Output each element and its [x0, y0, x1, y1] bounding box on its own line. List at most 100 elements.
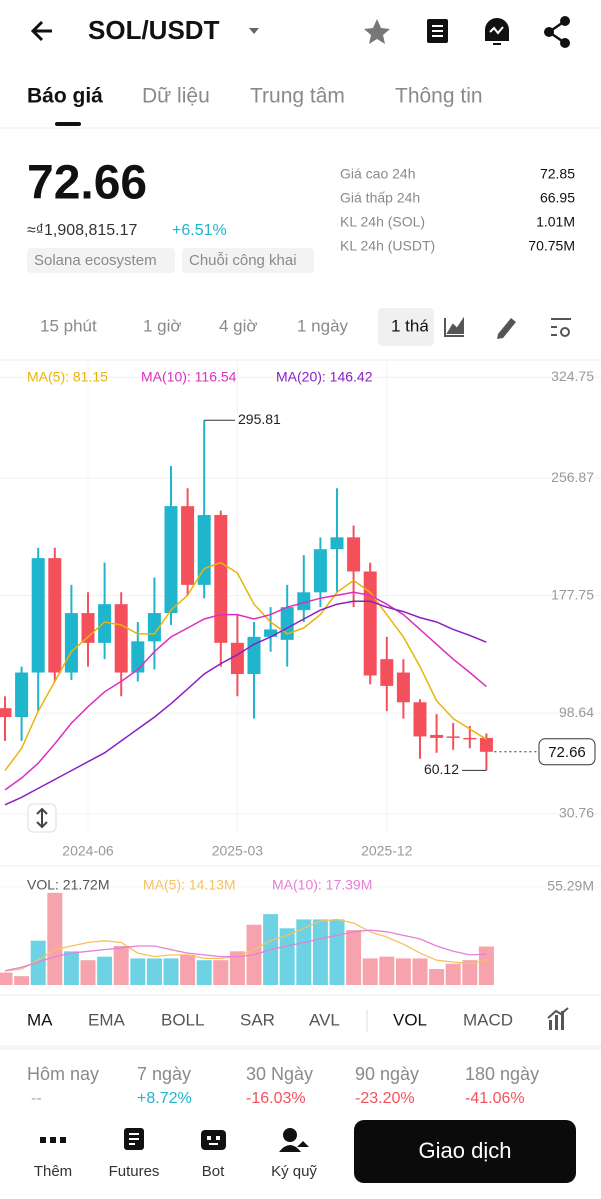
indicator[interactable]: BOLL: [161, 1010, 204, 1029]
tag[interactable]: Chuỗi công khai: [189, 252, 297, 269]
stat-label: Giá thấp 24h: [340, 190, 420, 206]
caret[interactable]: [249, 28, 259, 34]
nav-label[interactable]: Ký quỹ: [271, 1163, 317, 1180]
last-price: 72.66: [27, 157, 147, 210]
indicator[interactable]: EMA: [88, 1010, 126, 1029]
interval[interactable]: 1 ngày: [297, 316, 349, 335]
candle-body: [446, 736, 460, 738]
volume-bar: [346, 930, 362, 985]
candle-body: [347, 537, 361, 572]
tab[interactable]: Thông tin: [395, 85, 483, 108]
x-tick-label: 2025-12: [361, 843, 413, 859]
legend-entry: MA(5): 81.15: [27, 369, 108, 385]
indicator[interactable]: VOL: [393, 1010, 427, 1029]
interval-active[interactable]: 1 tháng: [391, 316, 448, 335]
volume-bar: [47, 892, 63, 985]
volume-bar: [130, 958, 146, 985]
interval-active-bg[interactable]: [378, 308, 434, 346]
volume-bar: [180, 954, 196, 985]
tag-box[interactable]: [182, 248, 314, 273]
indicator[interactable]: MACD: [463, 1010, 513, 1029]
volume-bar: [80, 960, 96, 985]
share-icon[interactable]: [544, 16, 570, 48]
stat-value: 1.01M: [536, 214, 575, 230]
tag[interactable]: Solana ecosystem: [34, 252, 157, 269]
interval[interactable]: 15 phút: [40, 316, 97, 335]
chart-type-icon[interactable]: [444, 316, 464, 337]
tab[interactable]: Trung tâm: [250, 85, 345, 108]
volume-bar: [97, 956, 113, 985]
perf-label: 30 Ngày: [246, 1064, 313, 1084]
stat-label: KL 24h (USDT): [340, 238, 435, 254]
volume-bar: [63, 951, 79, 985]
price-tag-box: [538, 738, 596, 766]
pair-title[interactable]: SOL/USDT: [88, 15, 220, 45]
tag-box[interactable]: [27, 248, 175, 273]
indicator[interactable]: SAR: [240, 1010, 275, 1029]
ma-line: [4, 591, 487, 791]
indicator[interactable]: MA: [27, 1010, 53, 1029]
candle-body: [31, 558, 45, 673]
volume-bar: [113, 946, 129, 985]
ma-line: [4, 600, 487, 806]
candle-body: [181, 506, 195, 585]
volume-bar: [296, 919, 312, 985]
more-icon[interactable]: [40, 1137, 66, 1143]
candle-body: [479, 737, 493, 752]
trade-button[interactable]: [354, 1120, 576, 1183]
futures-icon[interactable]: [124, 1128, 144, 1150]
candle-body: [15, 672, 29, 718]
candle-body: [330, 537, 344, 550]
y-tick-label: 177.75: [551, 586, 594, 602]
candle-body: [64, 613, 78, 673]
interval[interactable]: 1 giờ: [143, 316, 182, 335]
price-tag: 72.66: [548, 744, 586, 761]
tab-active[interactable]: Báo giá: [27, 85, 103, 108]
nav-label[interactable]: Thêm: [34, 1163, 72, 1180]
candle-body: [214, 515, 228, 643]
candle-body: [297, 592, 311, 611]
candle-body: [380, 659, 394, 686]
candle-body: [98, 604, 112, 643]
perf-label: 90 ngày: [355, 1064, 419, 1084]
settings-icon[interactable]: [551, 318, 571, 337]
candle-body: [413, 702, 427, 737]
draw-icon[interactable]: [497, 318, 516, 339]
volume-bar: [279, 928, 295, 985]
perf-label: 7 ngày: [137, 1064, 191, 1084]
perf-value: -23.20%: [355, 1090, 415, 1107]
expand-icon: [36, 807, 48, 829]
volume-bar: [412, 958, 428, 985]
perf-label: Hôm nay: [27, 1064, 99, 1084]
trade-button-label[interactable]: Giao dịch: [419, 1138, 512, 1163]
stat-value: 70.75M: [528, 238, 575, 254]
volume-bar: [362, 958, 378, 985]
volume-bar: [0, 972, 13, 985]
bot-icon[interactable]: [201, 1130, 226, 1150]
back-icon[interactable]: [30, 20, 52, 42]
nav-label[interactable]: Futures: [109, 1163, 160, 1180]
volume-bar: [30, 940, 46, 985]
volume-bar: [445, 963, 461, 985]
star-icon[interactable]: [364, 19, 390, 44]
nav-label[interactable]: Bot: [202, 1163, 225, 1180]
indicator-settings-icon[interactable]: [547, 1007, 569, 1030]
candle-body: [280, 607, 294, 640]
ma-line: [4, 918, 487, 972]
candle-body: [396, 672, 410, 703]
candle-body: [313, 549, 327, 593]
tab[interactable]: Dữ liệu: [142, 85, 210, 108]
margin-icon[interactable]: [279, 1128, 309, 1152]
volume-bar: [14, 976, 30, 985]
candle-body: [164, 506, 178, 614]
indicator[interactable]: AVL: [309, 1010, 340, 1029]
alert-wave: [489, 26, 504, 35]
volume-bar: [379, 956, 395, 985]
candle-body: [230, 642, 244, 675]
y-tick-label: 324.75: [551, 368, 594, 384]
interval[interactable]: 4 giờ: [219, 316, 258, 335]
stat-label: Giá cao 24h: [340, 166, 416, 182]
volume-bar: [395, 958, 411, 985]
stat-label: KL 24h (SOL): [340, 214, 425, 230]
